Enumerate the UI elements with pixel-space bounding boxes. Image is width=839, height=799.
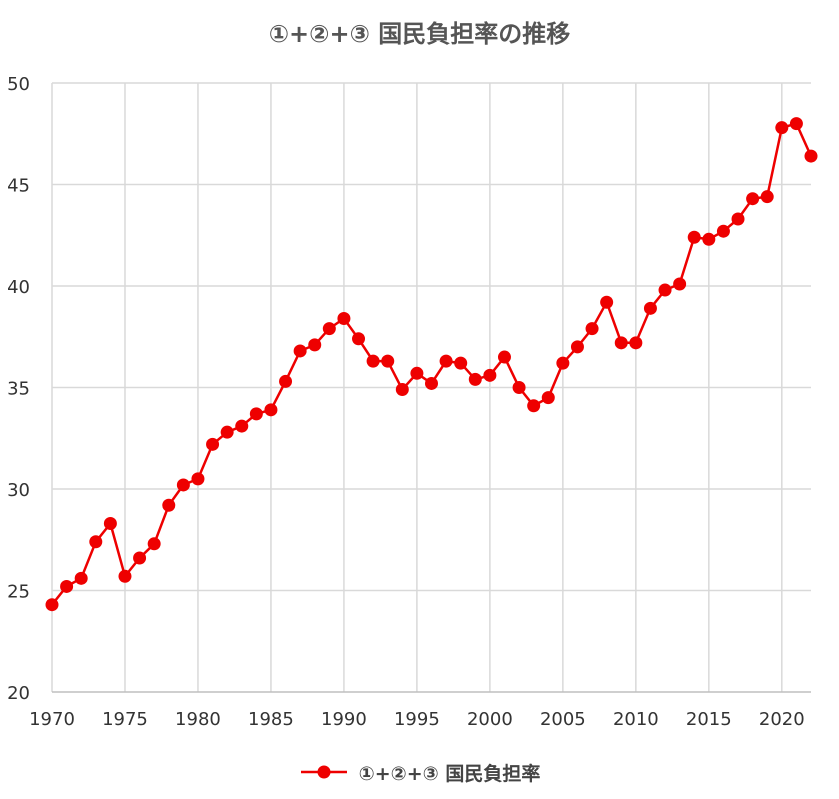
data-point bbox=[89, 535, 103, 549]
x-tick-label: 1990 bbox=[321, 709, 367, 730]
data-point bbox=[264, 403, 278, 417]
chart-title: ①+②+③ 国民負担率の推移 bbox=[268, 20, 571, 48]
data-point bbox=[760, 190, 774, 204]
tick-labels: 20 25 30 35 40 45 50 1970 1975 1980 1985 1990 1995 20… bbox=[7, 74, 805, 730]
legend: ①+②+③ 国民負担率 bbox=[0, 754, 839, 790]
x-tick-label: 2015 bbox=[686, 709, 732, 730]
line-chart: 20 25 30 35 40 45 50 1970 1975 1980 1985 1990 1995 20… bbox=[7, 74, 818, 730]
data-point bbox=[541, 391, 555, 405]
data-point bbox=[702, 232, 716, 246]
data-point bbox=[789, 117, 803, 131]
data-point bbox=[395, 383, 409, 397]
x-tick-label: 1995 bbox=[394, 709, 440, 730]
data-point bbox=[731, 212, 745, 226]
data-point bbox=[716, 224, 730, 238]
data-point bbox=[497, 350, 511, 364]
data-point bbox=[147, 537, 161, 551]
data-point bbox=[308, 338, 322, 352]
data-point bbox=[133, 551, 147, 565]
legend-marker-icon bbox=[300, 765, 347, 779]
x-tick-label: 2010 bbox=[613, 709, 659, 730]
x-tick-label: 2000 bbox=[467, 709, 513, 730]
data-point bbox=[162, 498, 176, 512]
data-point bbox=[439, 354, 453, 368]
data-point bbox=[643, 301, 657, 315]
data-point bbox=[804, 149, 818, 163]
series-layer bbox=[45, 117, 818, 612]
data-point bbox=[352, 332, 366, 346]
data-point bbox=[118, 569, 132, 583]
data-point bbox=[249, 407, 263, 421]
y-tick-label: 50 bbox=[7, 74, 30, 95]
data-point bbox=[556, 356, 570, 370]
x-tick-label: 2020 bbox=[759, 709, 805, 730]
data-point bbox=[454, 356, 468, 370]
x-tick-label: 1970 bbox=[29, 709, 75, 730]
data-point bbox=[673, 277, 687, 291]
data-point bbox=[629, 336, 643, 350]
data-point bbox=[45, 598, 59, 612]
data-point bbox=[746, 192, 760, 206]
data-point bbox=[410, 366, 424, 380]
y-tick-label: 35 bbox=[7, 379, 30, 400]
data-point bbox=[322, 322, 336, 336]
y-tick-label: 45 bbox=[7, 176, 30, 197]
x-tick-label: 1975 bbox=[102, 709, 148, 730]
legend-label: ①+②+③ 国民負担率 bbox=[358, 762, 541, 785]
data-point bbox=[191, 472, 205, 486]
data-point bbox=[687, 230, 701, 244]
data-point bbox=[585, 322, 599, 336]
y-tick-label: 40 bbox=[7, 277, 30, 298]
data-point bbox=[235, 419, 249, 433]
data-point bbox=[658, 283, 672, 297]
x-tick-label: 1980 bbox=[175, 709, 221, 730]
y-tick-label: 25 bbox=[7, 582, 30, 603]
data-point bbox=[176, 478, 190, 492]
data-point bbox=[74, 571, 88, 585]
data-point bbox=[775, 121, 789, 135]
data-point bbox=[468, 372, 482, 386]
data-point bbox=[366, 354, 380, 368]
data-point bbox=[279, 374, 293, 388]
data-point bbox=[206, 437, 220, 451]
data-point bbox=[512, 381, 526, 394]
series-line bbox=[51, 122, 813, 606]
y-tick-label: 20 bbox=[7, 683, 30, 704]
x-tick-label: 1985 bbox=[248, 709, 294, 730]
data-point bbox=[425, 376, 438, 390]
data-point bbox=[614, 336, 628, 350]
data-point bbox=[483, 368, 497, 382]
data-point bbox=[381, 354, 395, 368]
data-point bbox=[293, 344, 307, 358]
x-tick-label: 2005 bbox=[540, 709, 586, 730]
data-point bbox=[600, 295, 614, 309]
data-point bbox=[103, 517, 117, 531]
data-point bbox=[570, 340, 584, 354]
data-point bbox=[220, 425, 234, 439]
data-point bbox=[337, 311, 351, 325]
y-tick-label: 30 bbox=[7, 480, 30, 501]
data-point bbox=[527, 399, 541, 413]
data-point bbox=[60, 579, 74, 593]
